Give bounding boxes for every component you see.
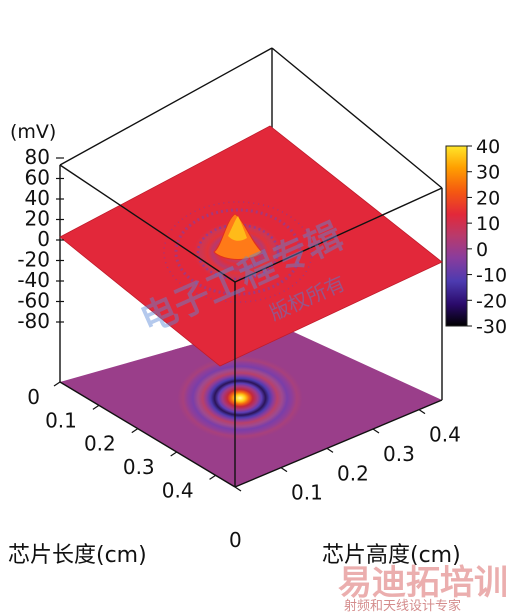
colorbar-tick-label: 20 (476, 187, 500, 209)
y-tick-label: 0 (229, 528, 242, 552)
y-axis: 0 0.1 0.2 0.3 0.4 (229, 409, 461, 552)
x-tick-mark (53, 381, 61, 387)
z-tick-label: -20 (17, 248, 50, 272)
x-tick-label: 0 (27, 385, 40, 409)
colorbar-tick-label: 30 (476, 162, 500, 184)
y-axis-title: 芯片高度(cm) (322, 543, 461, 568)
x-tick-label: 0.2 (84, 432, 116, 456)
x-tick-mark (131, 428, 139, 434)
y-tick-mark (280, 467, 288, 473)
colorbar: 40 30 20 10 0 -10 -20 -30 (445, 136, 507, 338)
colorbar-tick-label: 0 (476, 239, 488, 261)
z-tick-label: 40 (25, 186, 50, 210)
z-tick-label: -80 (17, 309, 50, 333)
logo-main: 易迪拓培训 (338, 563, 508, 603)
y-tick-mark (326, 447, 334, 453)
y-tick-label: 0.3 (383, 442, 415, 466)
colorbar-tick-label: -30 (476, 316, 507, 338)
y-tick-label: 0.4 (429, 423, 461, 447)
logo-sub: 射频和天线设计专家 (344, 598, 461, 614)
z-tick-label: -40 (17, 268, 50, 292)
x-tick-label: 0.3 (123, 455, 155, 479)
colorbar-tick-label: -20 (476, 290, 507, 312)
z-tick-label: 20 (25, 207, 50, 231)
z-tick-label: 80 (25, 145, 50, 169)
colorbar-gradient (445, 145, 468, 327)
x-axis-title: 芯片长度(cm) (8, 543, 147, 568)
x-tick-mark (92, 404, 100, 410)
z-tick-label: 0 (37, 227, 50, 251)
colorbar-tick-label: 40 (476, 136, 500, 158)
z-tick-label: -60 (17, 289, 50, 313)
colorbar-ticks: 40 30 20 10 0 -10 -20 -30 (467, 136, 507, 338)
y-tick-label: 0.2 (337, 461, 369, 485)
x-tick-label: 0.4 (162, 478, 194, 502)
colorbar-tick-label: -10 (476, 265, 507, 287)
x-tick-mark (170, 451, 177, 457)
site-logo: 易迪拓培训 射频和天线设计专家 (338, 563, 508, 614)
plot-box-front (59, 164, 443, 488)
x-tick-mark (209, 474, 216, 480)
z-tick-label: 60 (25, 166, 50, 190)
y-tick-mark (234, 486, 242, 492)
floor-projection (60, 322, 442, 487)
y-tick-mark (418, 409, 426, 415)
colorbar-tick-label: 10 (476, 213, 500, 235)
x-axis: 00.1 0.2 0.3 0.4 (27, 381, 216, 502)
x-tick-label: 0.1 (45, 408, 77, 432)
surface-plane (59, 125, 443, 367)
y-tick-label: 0.1 (291, 481, 323, 505)
y-tick-mark (372, 428, 380, 434)
z-unit-label: (mV) (10, 121, 56, 143)
